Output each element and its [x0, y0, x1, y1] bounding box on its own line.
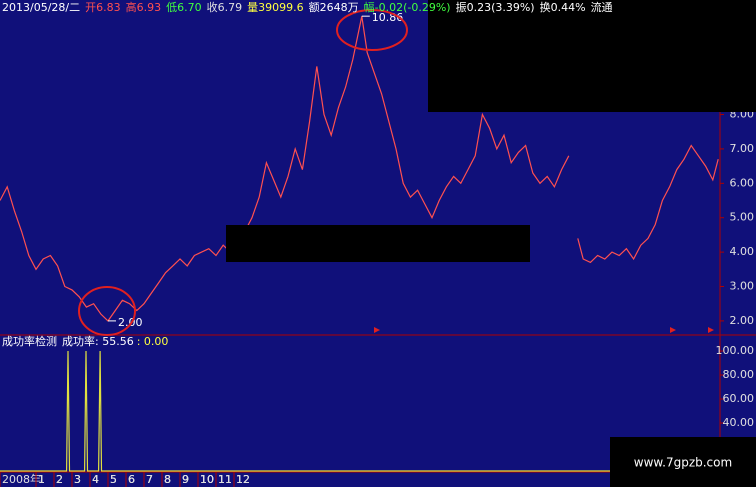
y-tick-label: 60.00: [723, 392, 755, 405]
x-tick-label: 9: [182, 473, 189, 486]
x-tick-label: 10: [200, 473, 214, 486]
x-tick-label: 1: [38, 473, 45, 486]
x-tick-label: 10: [200, 473, 214, 486]
x-tick-label: 4: [92, 473, 99, 486]
header-item: 开6.83: [85, 1, 121, 14]
price-line: [0, 16, 570, 322]
header-item: 额2648万: [309, 1, 359, 14]
y-tick-label: 2.00: [730, 314, 755, 327]
y-tick-label: 100.00: [716, 344, 755, 357]
y-tick-label: 40.00: [723, 416, 755, 429]
header-item: 换0.44%: [540, 0, 586, 14]
x-tick-label: 4: [92, 473, 99, 486]
annotation-label: 2.00: [118, 316, 143, 329]
x-tick-label: 1: [38, 473, 45, 486]
x-tick-label: 6: [128, 473, 135, 486]
watermark-box: [610, 437, 756, 487]
x-tick-label: 3: [74, 473, 81, 486]
x-tick-label: 6: [128, 473, 135, 486]
x-tick-label: 2008年: [2, 472, 41, 486]
price-line: [577, 144, 719, 264]
x-tick-label: 8: [164, 473, 171, 486]
x-tick-label: 2: [56, 473, 63, 486]
price-line: [0, 350, 720, 472]
panel-title: 成功率检测: [2, 334, 57, 348]
header-item: 量39099.6: [247, 1, 304, 14]
x-tick-label: 2: [56, 473, 63, 486]
x-tick-label: 9: [182, 473, 189, 486]
x-tick-label: 7: [146, 473, 153, 486]
y-tick-label: 3.00: [730, 280, 755, 293]
x-tick-label: 11: [218, 473, 232, 486]
highlight-circle: [336, 9, 408, 51]
x-tick-label: 3: [74, 473, 81, 486]
header-item: 流通: [591, 0, 613, 14]
header-item: 高6.93: [126, 0, 162, 14]
x-tick-label: 5: [110, 473, 117, 486]
x-tick-label: 7: [146, 473, 153, 486]
x-tick-label: 9: [182, 473, 189, 486]
x-tick-label: 8: [164, 473, 171, 486]
x-tick-label: 12: [236, 473, 250, 486]
x-tick-label: 12: [236, 473, 250, 486]
x-tick-label: 2: [56, 473, 63, 486]
y-tick-label: 4.00: [730, 245, 755, 258]
header-item: 低6.70: [166, 1, 202, 14]
y-tick-label: 80.00: [723, 368, 755, 381]
watermark: www.7gpzb.com: [634, 456, 732, 470]
header-item: 2013/05/28/二: [2, 1, 80, 14]
indicator-value: : 0.00: [137, 335, 169, 348]
x-tick-label: 5: [110, 473, 117, 486]
x-tick-label: 10: [200, 473, 214, 486]
x-tick-label: 9: [182, 473, 189, 486]
y-tick-label: 5.00: [730, 211, 755, 224]
header-item: 振0.23(3.39%): [456, 0, 535, 14]
x-tick-label: 1: [38, 473, 45, 486]
x-tick-label: 12: [236, 473, 250, 486]
x-tick-label: 11: [218, 473, 232, 486]
redaction: [428, 0, 756, 112]
y-tick-label: 7.00: [730, 142, 755, 155]
x-tick-label: 3: [74, 473, 81, 486]
x-tick-label: 4: [92, 473, 99, 486]
x-tick-label: 7: [146, 473, 153, 486]
indicator-value: 成功率: 55.56: [62, 334, 134, 348]
x-tick-label: 6: [128, 473, 135, 486]
highlight-circle: [78, 286, 136, 336]
y-tick-label: 6.00: [730, 176, 755, 189]
x-tick-label: 8: [164, 473, 171, 486]
indicator-panel: 40.00 60.00 80.00 100.00 成功率检测 成功率: 55.56: 0.…: [0, 334, 754, 487]
header-item: 收6.79: [207, 0, 243, 14]
x-tick-label: 11: [218, 473, 232, 486]
x-tick-label: 7: [146, 473, 153, 486]
redaction: [226, 225, 530, 262]
header-item: 幅-0.02(-0.29%): [364, 1, 451, 14]
x-tick-label: 10: [200, 473, 214, 486]
x-tick-label: 8: [164, 473, 171, 486]
x-tick-label: 5: [110, 473, 117, 486]
